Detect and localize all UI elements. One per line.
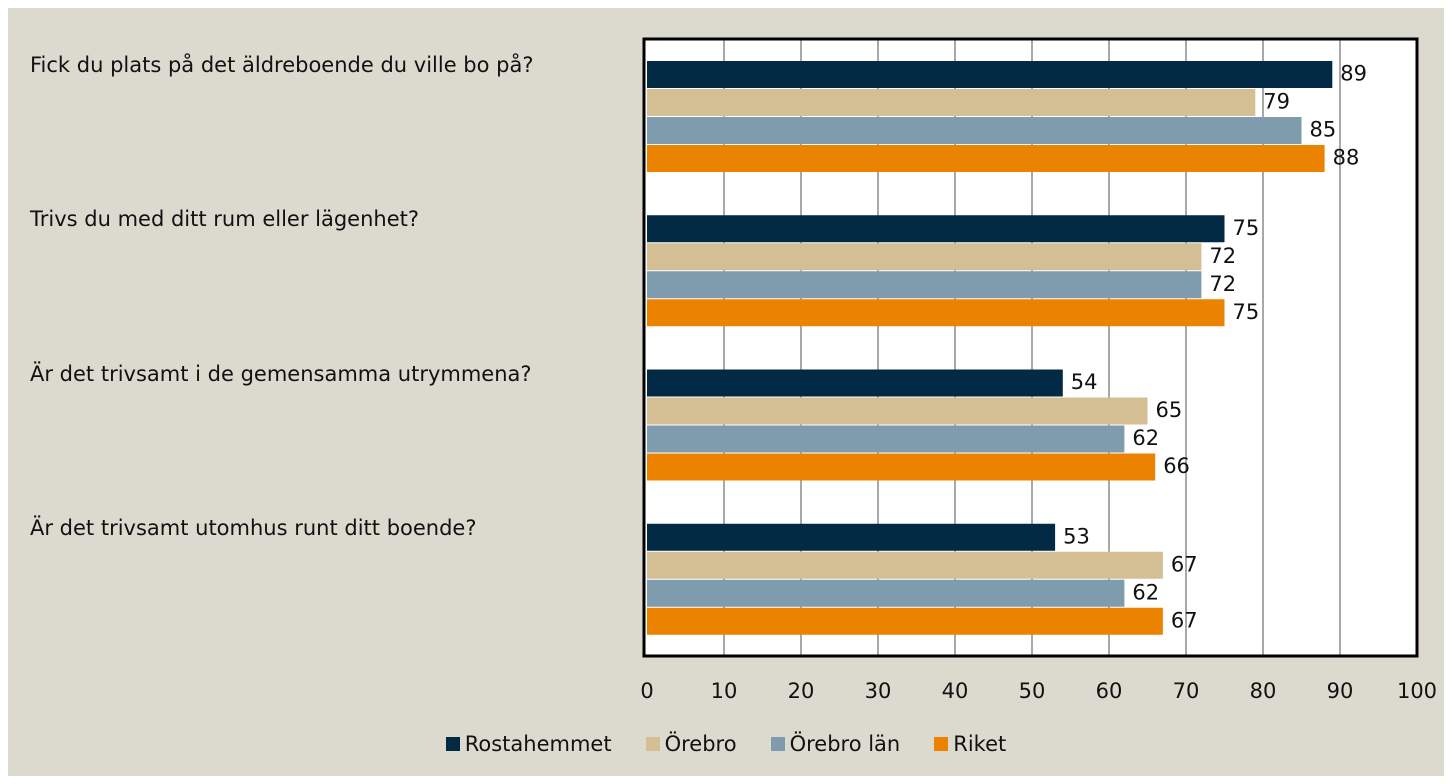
- bar: [647, 425, 1125, 453]
- x-tick-label: 40: [942, 679, 969, 703]
- legend-swatch: [445, 737, 460, 751]
- x-tick-label: 0: [640, 679, 653, 703]
- category-label: Är det trivsamt i de gemensamma utrymmen…: [30, 361, 532, 386]
- value-label: 75: [1233, 216, 1260, 240]
- value-label: 89: [1340, 62, 1367, 86]
- legend-item: Örebro: [645, 732, 737, 756]
- x-tick-label: 70: [1173, 679, 1200, 703]
- bar: [647, 243, 1202, 271]
- value-label: 79: [1263, 90, 1290, 114]
- value-label: 72: [1209, 272, 1236, 296]
- value-label: 88: [1333, 146, 1360, 170]
- legend-label: Örebro län: [789, 732, 901, 756]
- bar: [647, 61, 1333, 88]
- bar: [647, 117, 1302, 144]
- category-label: Trivs du med ditt rum eller lägenhet?: [30, 207, 420, 232]
- bar: [647, 453, 1156, 481]
- bar: [647, 579, 1125, 607]
- x-tick-label: 80: [1250, 679, 1277, 703]
- legend-label: Örebro: [664, 732, 737, 756]
- legend: Rostahemmet Örebro Örebro län Riket: [0, 732, 1452, 756]
- category-label: Fick du plats på det äldreboende du vill…: [30, 53, 534, 77]
- x-tick-label: 10: [711, 679, 738, 703]
- bar: [647, 369, 1063, 397]
- value-label: 62: [1132, 580, 1159, 604]
- legend-item: Örebro län: [770, 732, 901, 756]
- x-tick-label: 90: [1327, 679, 1354, 703]
- value-label: 53: [1063, 524, 1090, 548]
- legend-label: Riket: [953, 732, 1007, 756]
- value-label: 85: [1310, 118, 1337, 142]
- legend-swatch: [770, 737, 785, 751]
- bar: [647, 551, 1163, 579]
- value-label: 72: [1209, 244, 1236, 268]
- legend-swatch: [934, 737, 949, 751]
- x-tick-label: 20: [788, 679, 815, 703]
- bar: [647, 89, 1256, 116]
- value-label: 66: [1163, 454, 1190, 478]
- legend-item: Rostahemmet: [445, 732, 612, 756]
- value-label: 54: [1071, 370, 1098, 394]
- legend-swatch: [645, 737, 660, 751]
- value-label: 75: [1233, 300, 1260, 324]
- bar: [647, 299, 1225, 327]
- value-label: 67: [1171, 552, 1198, 576]
- x-tick-label: 60: [1096, 679, 1123, 703]
- legend-label: Rostahemmet: [464, 732, 612, 756]
- bar: [647, 397, 1148, 425]
- category-label: Är det trivsamt utomhus runt ditt boende…: [30, 515, 477, 540]
- bar: [647, 271, 1202, 299]
- x-tick-label: 30: [865, 679, 892, 703]
- value-label: 67: [1171, 608, 1198, 632]
- bar: [647, 607, 1163, 635]
- x-tick-label: 100: [1397, 679, 1437, 703]
- value-label: 62: [1132, 426, 1159, 450]
- x-tick-label: 50: [1019, 679, 1046, 703]
- bar: [647, 145, 1325, 172]
- bar: [647, 523, 1056, 551]
- legend-item: Riket: [934, 732, 1006, 756]
- plot-border: [642, 37, 1419, 658]
- value-label: 65: [1156, 398, 1183, 422]
- bar: [647, 215, 1225, 243]
